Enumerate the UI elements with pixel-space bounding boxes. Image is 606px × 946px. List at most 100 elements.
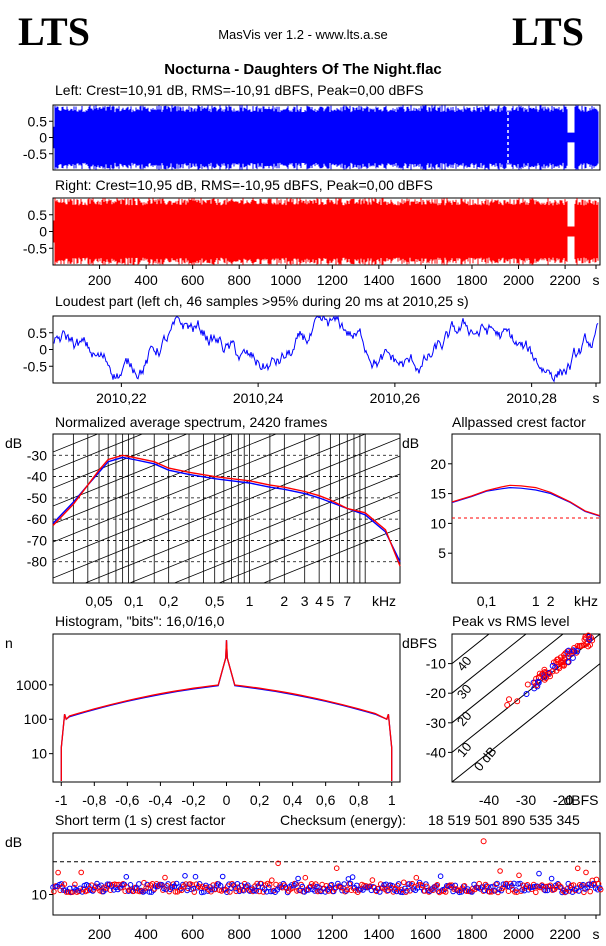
peak-rms-point: [535, 678, 541, 685]
x-tick-label: 2: [547, 593, 555, 609]
short-term-point: [442, 889, 449, 895]
short-term-point: [331, 886, 338, 892]
peak-rms-point: [524, 681, 531, 688]
x-tick-label: 1800: [456, 926, 487, 942]
x-tick-label: 2200: [550, 272, 581, 288]
short-term-point: [593, 876, 600, 883]
y-tick-label: 10: [430, 515, 446, 531]
short-term-title: Short term (1 s) crest factor: [55, 812, 226, 828]
x-tick-label: 0,2: [159, 593, 179, 609]
y-tick-label: 10: [31, 887, 47, 903]
peak-rms-point: [549, 662, 556, 669]
short-term-point: [182, 873, 188, 879]
short-term-point: [341, 881, 348, 887]
x-tick-label: dBFS: [563, 792, 598, 808]
x-tick-label: 200: [88, 926, 112, 942]
peak-rms-diagonal-label: 40: [454, 653, 475, 674]
short-term-point: [347, 880, 354, 887]
short-term-point: [198, 889, 205, 896]
short-term-point: [275, 860, 281, 867]
y-tick-label: 0: [39, 342, 47, 358]
x-tick-label: -1: [55, 792, 68, 808]
x-tick-label: 600: [181, 926, 205, 942]
x-tick-label: 2200: [550, 926, 581, 942]
y-tick-label: -70: [27, 532, 47, 548]
allpassed-series-1: [451, 484, 601, 517]
histogram-frame: [52, 633, 401, 783]
peak-rms-point: [569, 654, 576, 661]
short-term-ylabel: dB: [5, 834, 22, 850]
x-tick-label: 0,6: [316, 792, 336, 808]
short-term-point: [563, 888, 570, 895]
spectrum-series-1: [52, 454, 401, 567]
short-term-point: [219, 873, 226, 880]
short-term-point: [224, 889, 230, 896]
x-tick-label: 1000: [270, 272, 301, 288]
spectrum-slope-line: [128, 473, 400, 583]
y-tick-label: -60: [27, 511, 47, 527]
short-term-point: [580, 881, 586, 888]
loudest-trace: [53, 314, 599, 383]
x-tick-label: kHz: [372, 593, 396, 609]
x-tick-label: kHz: [574, 593, 598, 609]
short-term-point: [494, 880, 500, 887]
peak-rms-point: [539, 670, 546, 677]
short-term-point: [407, 888, 413, 894]
peak-rms-point: [553, 667, 560, 674]
short-term-point: [260, 889, 267, 895]
checksum-label: Checksum (energy):: [280, 812, 406, 828]
peak-rms-point: [536, 670, 543, 677]
spectrum-slope-line: [53, 434, 322, 543]
short-term-point: [566, 888, 573, 894]
short-term-point: [61, 881, 68, 887]
spectrum-slope-line: [53, 434, 188, 489]
y-tick-label: 0.5: [28, 325, 48, 341]
x-tick-label: 200: [88, 272, 112, 288]
x-tick-label: 1400: [363, 926, 394, 942]
peak-rms-point: [506, 696, 512, 703]
short-term-point: [191, 889, 198, 895]
x-tick-label: 600: [181, 272, 205, 288]
short-term-point: [581, 889, 587, 896]
short-term-point: [303, 887, 310, 894]
short-term-point: [232, 885, 239, 892]
peak-rms-title: Peak vs RMS level: [452, 613, 569, 629]
short-term-point: [144, 881, 151, 888]
short-term-point: [337, 883, 343, 890]
short-term-point: [452, 882, 459, 889]
checksum-value: 18 519 501 890 535 345: [428, 812, 580, 828]
y-tick-label: -0.5: [23, 358, 47, 374]
short-term-point: [293, 881, 299, 887]
spectrum-slope-line: [217, 509, 400, 583]
short-term-point: [433, 883, 440, 889]
short-term-point: [269, 877, 275, 884]
histogram-ylabel: n: [5, 635, 13, 651]
x-tick-label: 800: [228, 272, 252, 288]
spectrum-slope-line: [173, 491, 400, 583]
peak-rms-diagonal-label: 30: [454, 681, 475, 702]
x-tick-label: 2000: [503, 272, 534, 288]
x-tick-label: -40: [479, 792, 499, 808]
peak-rms-point: [543, 675, 549, 681]
right-waveform-title: Right: Crest=10,95 dB, RMS=-10,95 dBFS, …: [55, 177, 433, 193]
peak-rms-point: [549, 668, 556, 675]
peak-rms-point: [574, 648, 581, 655]
x-tick-label: 400: [134, 272, 158, 288]
short-term-point: [434, 882, 441, 888]
peak-rms-diagonal: [452, 663, 600, 782]
short-term-point: [127, 882, 134, 888]
short-term-frame: [52, 832, 601, 916]
peak-rms-point: [578, 642, 585, 649]
histogram-title: Histogram, "bits": 16,0/16,0: [55, 613, 225, 629]
x-tick-label: 4: [315, 593, 323, 609]
y-tick-label: 0.5: [28, 113, 48, 129]
peak-rms-diagonal: [452, 634, 564, 724]
histogram-series-1: [60, 640, 393, 781]
x-tick-label: 2010,22: [96, 390, 147, 406]
short-term-point: [597, 886, 604, 893]
x-tick-label: 0,1: [477, 593, 497, 609]
x-tick-label: 0,1: [124, 593, 144, 609]
x-tick-label: s: [593, 272, 600, 288]
x-tick-label: 0,4: [283, 792, 303, 808]
short-term-point: [536, 870, 542, 877]
